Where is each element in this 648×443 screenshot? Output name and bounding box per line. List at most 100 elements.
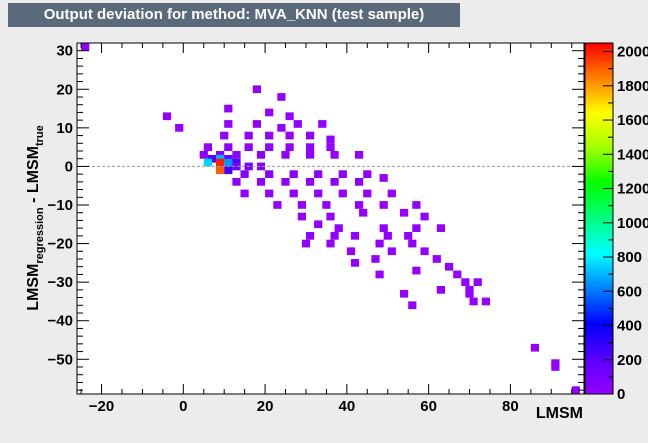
heatmap-cell [314,189,323,198]
heatmap-cell [224,104,233,113]
x-tick-label: 60 [420,398,437,415]
heatmap-cell [224,158,233,167]
heatmap-cell [326,212,335,221]
heatmap-cell [453,270,462,279]
heatmap-cell [175,124,184,132]
heatmap-cell [224,143,233,151]
heatmap-cell [326,143,335,151]
heatmap-cell [240,170,249,178]
heatmap-cell [240,189,249,198]
heatmap-cell [330,178,339,186]
heatmap-cell [297,212,306,221]
heatmap-cell [445,262,454,271]
heatmap-cell [359,208,368,217]
heatmap-cell [326,239,335,248]
heatmap-cell [318,120,327,128]
z-tick-label: 2000 [617,44,648,61]
y-tick-label: −10 [48,197,73,214]
heatmap-cell [330,151,339,159]
heatmap-cell [314,220,323,229]
heatmap-cell [281,178,290,186]
y-tick-label: −20 [48,236,73,253]
heatmap-cell [252,85,261,94]
y-tick-label: 10 [56,120,73,137]
x-tick-label: 20 [257,398,274,415]
heatmap-cell [314,170,323,178]
heatmap-cell [256,151,266,159]
heatmap-cell [293,120,302,128]
heatmap-cell [285,143,294,151]
heatmap-cell [297,201,306,209]
heatmap-cell [571,386,580,394]
heatmap-cell [265,108,274,117]
z-tick-label: 800 [617,249,642,266]
z-tick-label: 600 [617,283,642,300]
z-tick-label: 1400 [617,146,648,163]
heatmap-cell [387,189,396,198]
heatmap-cell [375,270,384,279]
heatmap-cell [465,286,474,294]
heatmap-cell [232,178,241,186]
heatmap-cell [530,343,539,352]
heatmap-cell [232,151,241,159]
heatmap-cell [220,131,229,140]
heatmap-cell [81,43,90,51]
heatmap-cell [436,224,445,232]
heatmap-cell [551,363,560,371]
x-axis-label: LMSM [536,405,583,422]
heatmap-cell [338,189,347,198]
color-scale-bar [584,42,614,395]
z-tick-label: 400 [617,318,642,335]
heatmap-cell [334,224,343,232]
x-tick-label: 40 [339,398,356,415]
heatmap-cell [355,151,364,159]
y-axis-label-base: LMSM [25,264,42,311]
heatmap-cell [203,143,212,151]
heatmap-cell [363,170,372,178]
heatmap-cell [408,239,417,248]
color-scale-axis: 0 200 400 600 800 1000 1200 1400 1600 1800 2000 [603,44,648,403]
heatmap-cell [256,162,266,171]
x-axis: −20 0 20 40 60 80 [80,43,573,415]
heatmap-cell [420,247,429,256]
heatmap-cell [412,266,421,275]
heatmap-cell [461,278,470,286]
heatmap-cell [412,224,421,232]
heatmap-cell [232,158,241,167]
y-tick-label: −40 [48,313,73,330]
heatmap-cell [252,120,261,128]
heatmap-cell [408,301,417,310]
heatmap-cell [338,170,347,178]
heatmap-cell [379,201,388,209]
heatmap-cell [244,143,253,151]
heatmap-cell [371,255,380,263]
heatmap-cell [436,286,445,294]
heatmap-cell [355,201,364,209]
heatmap-cell [355,178,364,186]
heatmap-cell [306,232,315,240]
heatmap-cell [203,158,212,167]
x-tick-label: 80 [502,398,519,415]
heatmap-cell [379,174,388,182]
z-tick-label: 1600 [617,112,648,129]
heatmap-cell [216,158,225,167]
z-tick-label: 200 [617,352,642,369]
heatmap-cell [383,232,392,240]
heatmap-cell [265,143,274,151]
heatmap-cell [285,131,294,140]
heatmap-cell [465,289,474,298]
heatmap-cell [322,201,331,209]
heatmap-cell [306,131,315,140]
y-axis-label-sub1: regression [34,207,46,264]
heatmap-cell [265,189,274,198]
y-tick-label: 20 [56,81,73,98]
heatmap-cell [301,239,311,248]
heatmap-cell [224,166,233,175]
heatmap-cell [277,93,286,101]
heatmap-cell [481,297,490,306]
y-tick-label: 0 [65,158,73,175]
heatmap-cell [404,232,413,240]
heatmap-cell [432,255,441,263]
heatmap-cell [306,178,315,186]
